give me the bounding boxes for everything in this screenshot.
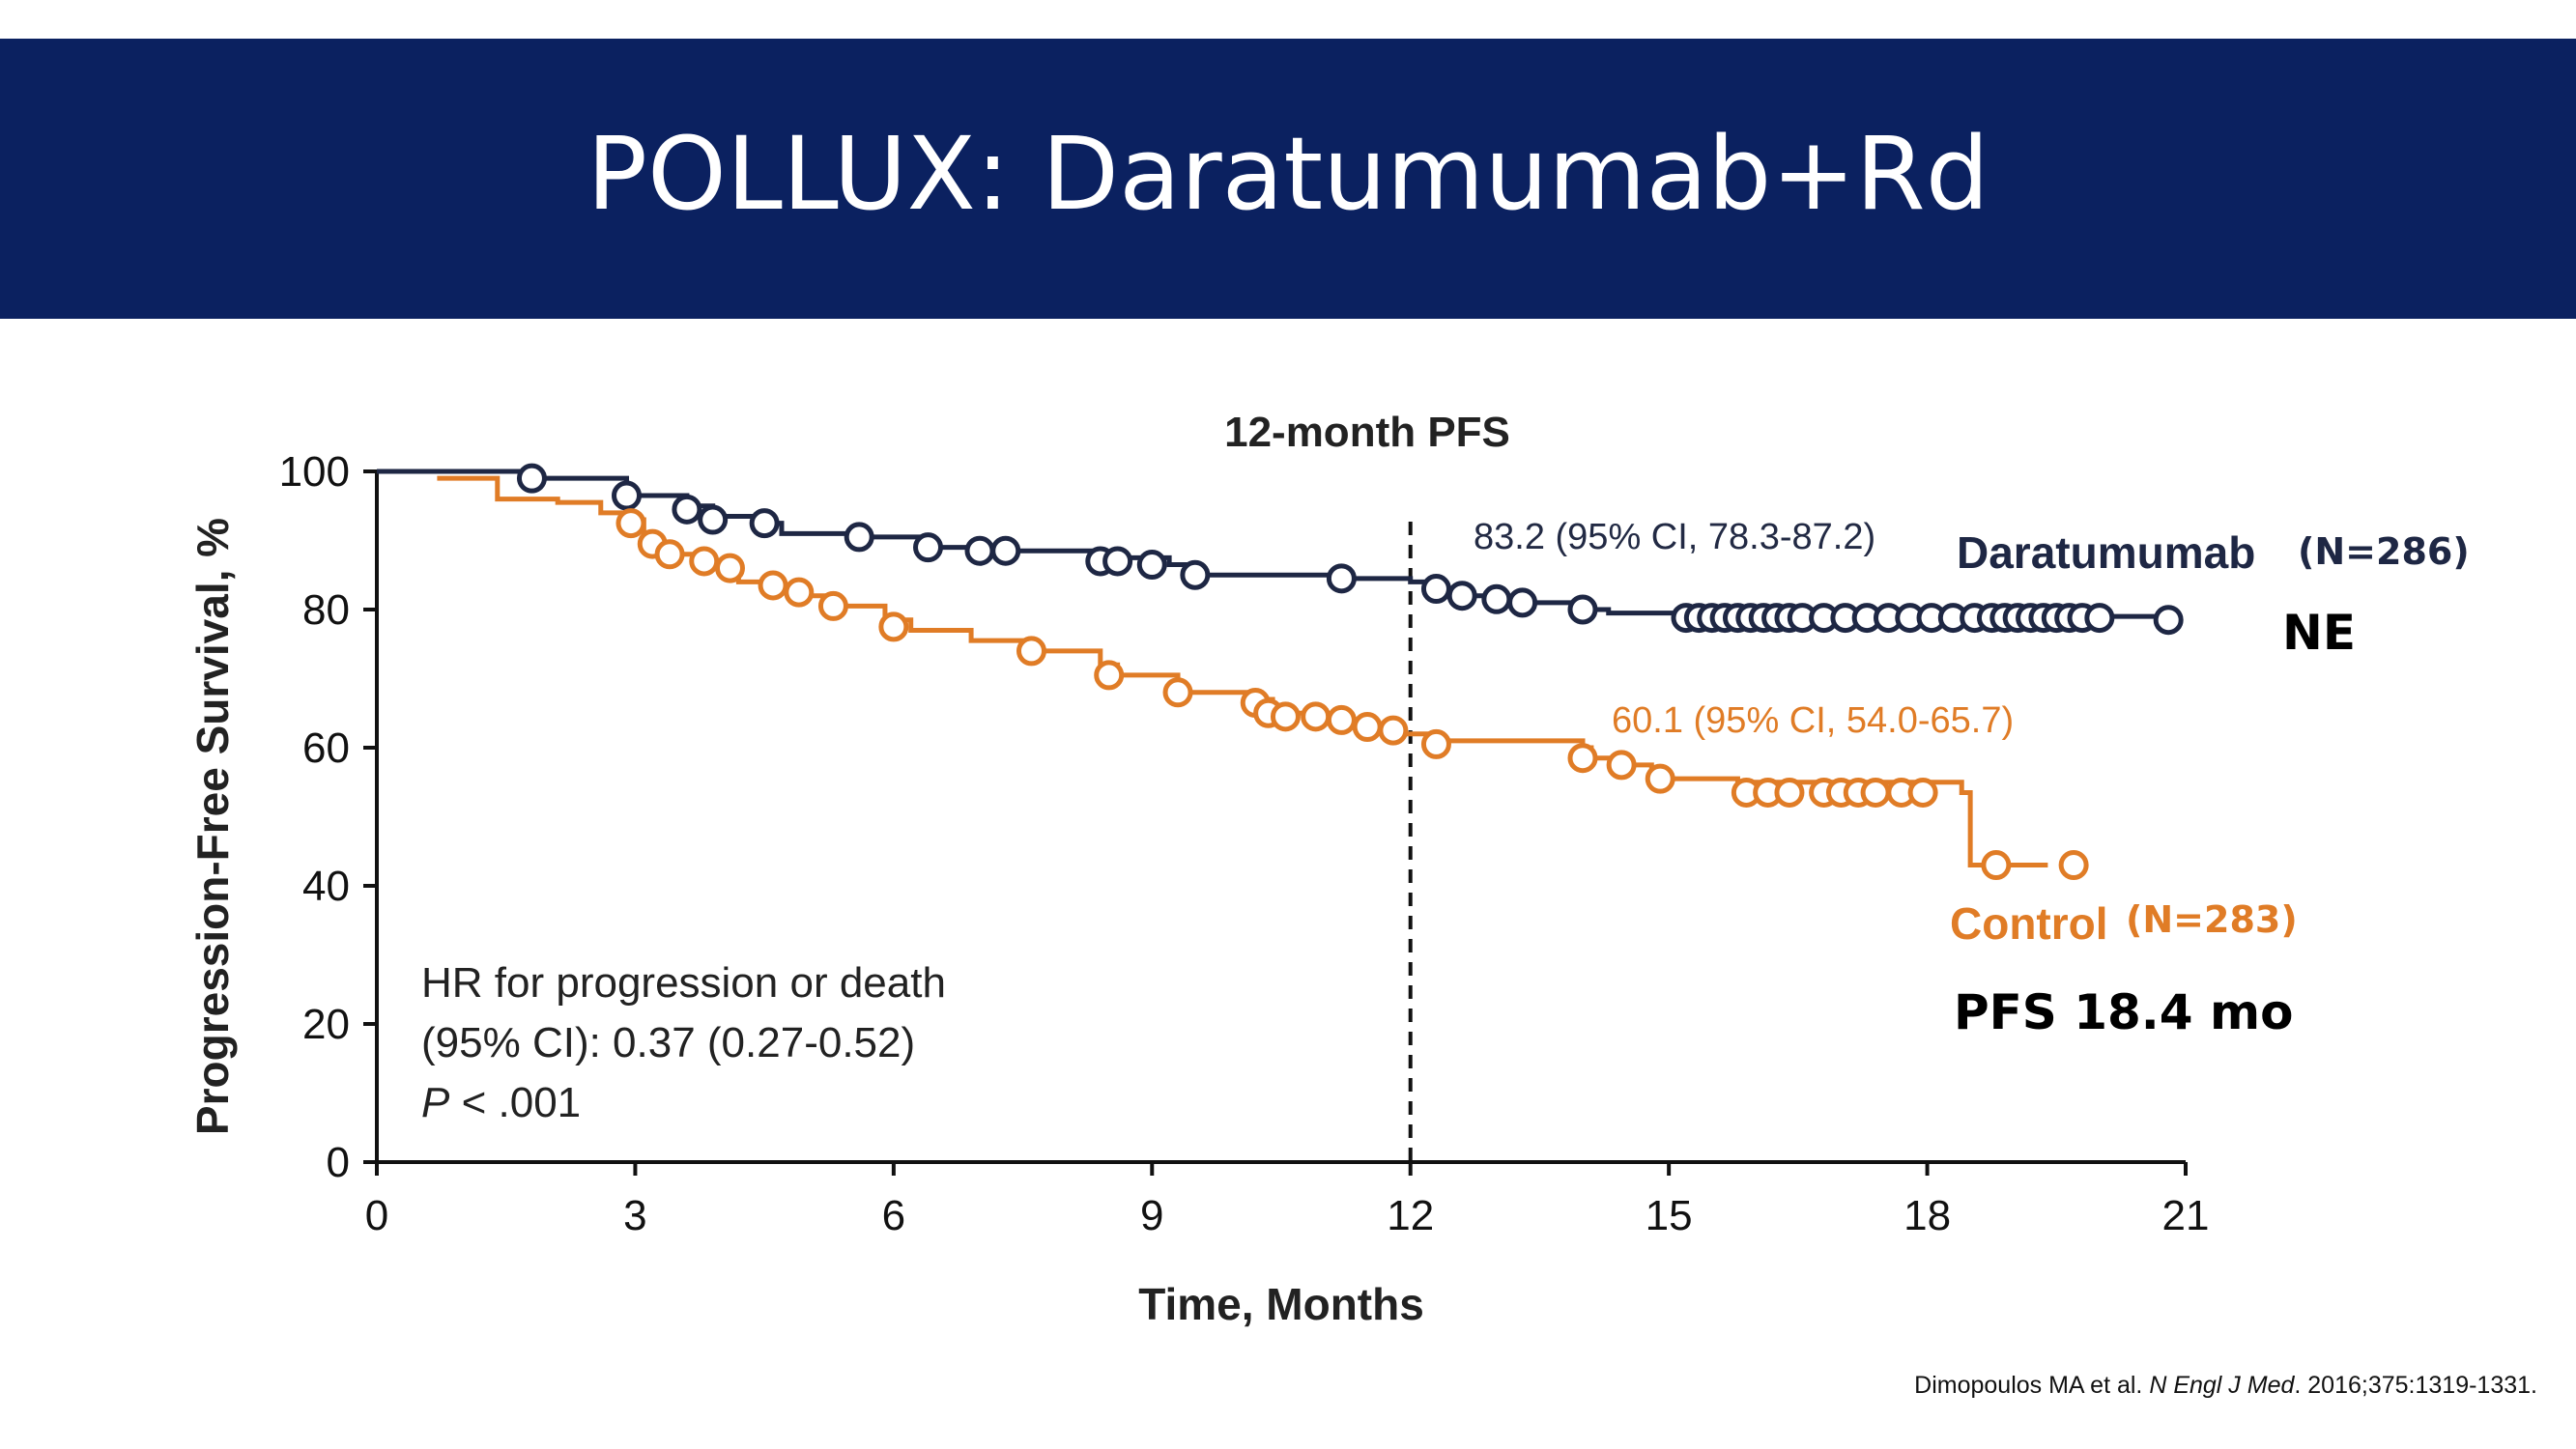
y-tick-label: 20 xyxy=(302,1001,350,1048)
censor-mark-control xyxy=(1094,660,1125,691)
censor-mark-control xyxy=(1352,712,1383,743)
censor-mark-daratumumab xyxy=(672,494,702,525)
censor-mark-control xyxy=(1774,777,1805,808)
censor-mark-control xyxy=(1162,677,1193,708)
censor-mark-control xyxy=(1016,636,1046,667)
series-label-daratumumab: Daratumumab xyxy=(1957,527,2255,578)
censor-mark-control xyxy=(689,546,720,577)
title-banner: POLLUX: Daratumumab+Rd xyxy=(0,39,2576,319)
censor-mark-daratumumab xyxy=(1326,563,1357,594)
x-tick-label: 18 xyxy=(1903,1192,1951,1239)
citation-rest: . 2016;375:1319-1331. xyxy=(2294,1372,2537,1399)
censor-mark-daratumumab xyxy=(2084,603,2115,634)
censor-mark-control xyxy=(2058,850,2089,881)
annotation-control: 60.1 (95% CI, 54.0-65.7) xyxy=(1612,700,2014,741)
citation: Dimopoulos MA et al. N Engl J Med. 2016;… xyxy=(1914,1372,2537,1399)
censor-mark-control xyxy=(758,570,788,601)
y-tick-label: 0 xyxy=(327,1139,350,1186)
slide-title: POLLUX: Daratumumab+Rd xyxy=(587,115,1989,233)
censor-mark-daratumumab xyxy=(1136,550,1167,581)
x-tick-label: 15 xyxy=(1646,1192,1693,1239)
censor-mark-daratumumab xyxy=(1481,583,1512,614)
p-label: P xyxy=(421,1079,450,1126)
median-label-control: PFS 18.4 mo xyxy=(1954,984,2293,1040)
censor-mark-control xyxy=(714,553,745,583)
chart-title: 12-month PFS xyxy=(1224,409,1510,456)
hr-line-2: (95% CI): 0.37 (0.27-0.52) xyxy=(421,1019,915,1066)
y-tick-label: 80 xyxy=(302,586,350,634)
series-label-control: Control xyxy=(1950,898,2108,949)
censor-mark-control xyxy=(784,577,815,608)
censor-mark-control xyxy=(654,539,685,570)
censor-mark-control xyxy=(1326,704,1357,735)
n-label-daratumumab: (N=286) xyxy=(2298,530,2470,573)
citation-authors: Dimopoulos MA et al. xyxy=(1914,1372,2149,1399)
censor-mark-control xyxy=(1301,701,1331,732)
censor-mark-daratumumab xyxy=(1567,594,1598,625)
censor-mark-daratumumab xyxy=(698,504,729,535)
x-tick-label: 9 xyxy=(1140,1192,1163,1239)
y-axis-title: Progression-Free Survival, % xyxy=(187,518,238,1135)
censor-mark-control xyxy=(817,590,848,621)
censor-mark-daratumumab xyxy=(990,535,1021,566)
y-tick-label: 60 xyxy=(302,724,350,772)
censor-mark-control xyxy=(1860,777,1891,808)
n-label-control: (N=283) xyxy=(2126,898,2298,941)
citation-journal: N Engl J Med xyxy=(2149,1372,2295,1399)
censor-mark-daratumumab xyxy=(844,522,874,553)
x-tick-label: 0 xyxy=(365,1192,388,1239)
hr-line-1: HR for progression or death xyxy=(421,959,946,1007)
censor-mark-control xyxy=(1645,763,1675,794)
y-tick-label: 40 xyxy=(302,863,350,910)
annotation-daratumumab: 83.2 (95% CI, 78.3-87.2) xyxy=(1474,517,1875,557)
series-daratumumab xyxy=(377,463,2184,636)
censor-mark-daratumumab xyxy=(964,535,995,566)
censor-mark-control xyxy=(1567,743,1598,774)
censor-mark-daratumumab xyxy=(913,532,944,563)
censor-mark-control xyxy=(1981,850,2012,881)
x-tick-label: 3 xyxy=(623,1192,646,1239)
censor-mark-control xyxy=(1420,728,1451,759)
y-tick-label: 100 xyxy=(279,448,350,496)
censor-mark-daratumumab xyxy=(612,480,643,511)
series-layer xyxy=(377,463,2184,881)
censor-mark-daratumumab xyxy=(516,463,547,494)
censor-mark-daratumumab xyxy=(749,508,780,539)
censor-mark-control xyxy=(1606,750,1637,781)
x-tick-label: 12 xyxy=(1387,1192,1434,1239)
censor-mark-control xyxy=(1378,715,1409,746)
censor-mark-daratumumab xyxy=(2153,605,2184,636)
censor-mark-daratumumab xyxy=(1446,581,1477,611)
censor-mark-control xyxy=(878,611,909,642)
censor-mark-daratumumab xyxy=(1420,574,1451,605)
censor-mark-control xyxy=(1907,777,1938,808)
median-label-daratumumab: NE xyxy=(2282,605,2356,661)
censor-mark-control xyxy=(615,508,646,539)
hr-stats-box: HR for progression or death (95% CI): 0.… xyxy=(421,959,946,1126)
censor-mark-daratumumab xyxy=(1507,587,1538,618)
censor-mark-daratumumab xyxy=(1102,546,1133,577)
series-control xyxy=(437,475,2089,881)
chart-axes: 0 3 6 9 12 15 18 21 0 20 40 60 80 100 Time, Months Prog… xyxy=(187,448,2209,1329)
x-tick-label: 6 xyxy=(882,1192,905,1239)
hr-line-3: P < .001 xyxy=(421,1079,581,1126)
x-tick-label: 21 xyxy=(2162,1192,2210,1239)
censor-mark-daratumumab xyxy=(1180,559,1211,590)
p-value: < .001 xyxy=(449,1079,581,1126)
x-axis-title: Time, Months xyxy=(1138,1279,1424,1329)
censor-mark-control xyxy=(1270,701,1301,732)
